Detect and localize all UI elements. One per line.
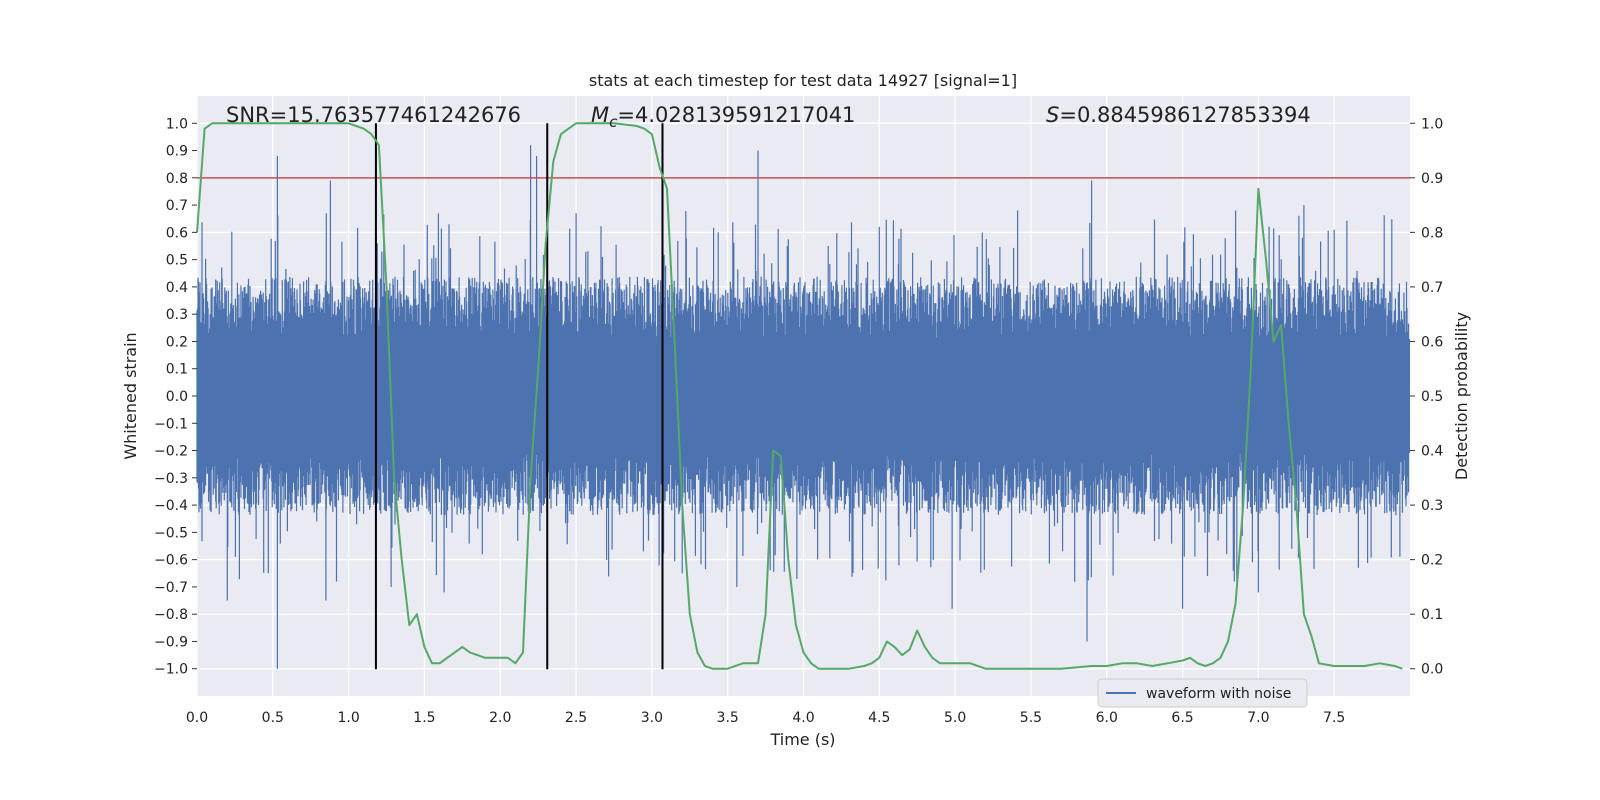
x-tick-label: 7.0	[1247, 710, 1269, 726]
y-right-tick-label: 0.6	[1421, 334, 1443, 350]
x-tick-label: 2.5	[565, 710, 587, 726]
y-axis-label-right: Detection probability	[1452, 312, 1471, 480]
y-left-tick-label: −0.7	[154, 580, 188, 596]
chirp-mass-subscript: c	[609, 113, 618, 131]
x-tick-label: 6.5	[1171, 710, 1193, 726]
y-left-tick-label: 0.0	[166, 389, 188, 405]
x-tick-label: 4.5	[868, 710, 890, 726]
y-left-tick-label: 0.7	[166, 198, 188, 214]
x-tick-label: 1.0	[337, 710, 359, 726]
score-annotation: S=0.8845986127853394	[1046, 103, 1311, 127]
y-left-tick-label: −0.6	[154, 553, 188, 569]
score-symbol: S	[1046, 103, 1059, 127]
x-tick-label: 7.5	[1323, 710, 1345, 726]
y-axis-label-left: Whitened strain	[121, 332, 140, 459]
x-tick-label: 0.0	[186, 710, 208, 726]
x-tick-label: 4.0	[792, 710, 814, 726]
y-left-tick-label: −0.9	[154, 634, 188, 650]
y-left-tick-label: −0.1	[154, 416, 188, 432]
x-axis-label: Time (s)	[769, 730, 835, 749]
y-left-tick-label: 0.4	[166, 280, 188, 296]
x-tick-label: 5.5	[1020, 710, 1042, 726]
y-left-tick-label: 0.6	[166, 225, 188, 241]
y-right-tick-label: 0.1	[1421, 607, 1443, 623]
y-left-tick-label: 0.5	[166, 253, 188, 269]
y-left-tick-label: 0.1	[166, 362, 188, 378]
x-tick-label: 3.0	[641, 710, 663, 726]
y-left-tick-label: −0.3	[154, 471, 188, 487]
y-left-tick-label: 0.9	[166, 144, 188, 160]
y-left-tick-label: 0.3	[166, 307, 188, 323]
y-left-tick-label: −0.2	[154, 444, 188, 460]
x-tick-label: 6.0	[1096, 710, 1118, 726]
y-left-tick-label: 0.2	[166, 334, 188, 350]
y-right-tick-label: 0.4	[1421, 444, 1443, 460]
legend-box	[1097, 678, 1308, 708]
y-left-tick-label: 1.0	[166, 116, 188, 132]
x-tick-label: 3.5	[717, 710, 739, 726]
y-left-tick-label: −1.0	[154, 662, 188, 678]
legend-label: waveform with noise	[1146, 686, 1291, 702]
y-right-tick-label: 0.9	[1421, 171, 1443, 187]
y-left-tick-label: −0.5	[154, 525, 188, 541]
y-right-tick-label: 0.7	[1421, 280, 1443, 296]
event-markers	[374, 123, 664, 670]
snr-annotation: SNR=15.763577461242676	[226, 103, 521, 127]
legend: waveform with noise	[1097, 678, 1308, 708]
axis-ticks: 0.0 0.5 1.0 1.5 2.0 2.5 3.0 3.5 4.0 4.5 5.0 5.5 6.0 6…	[154, 116, 1443, 726]
x-tick-label: 2.0	[489, 710, 511, 726]
chirp-mass-annotation: Mc=4.028139591217041	[591, 103, 855, 131]
y-right-tick-label: 0.3	[1421, 498, 1443, 514]
y-left-tick-label: −0.8	[154, 607, 188, 623]
y-right-tick-label: 0.8	[1421, 225, 1443, 241]
y-left-tick-label: −0.4	[154, 498, 188, 514]
x-tick-label: 1.5	[413, 710, 435, 726]
y-left-tick-label: 0.8	[166, 171, 188, 187]
chart-title: stats at each timestep for test data 149…	[589, 71, 1017, 90]
score-value: =0.8845986127853394	[1059, 103, 1310, 127]
chirp-mass-symbol: M	[591, 103, 609, 127]
y-right-tick-label: 1.0	[1421, 116, 1443, 132]
y-right-tick-label: 0.2	[1421, 553, 1443, 569]
chirp-mass-value: =4.028139591217041	[617, 103, 855, 127]
x-tick-label: 0.5	[262, 710, 284, 726]
x-tick-label: 5.0	[944, 710, 966, 726]
y-right-tick-label: 0.0	[1421, 662, 1443, 678]
detection-probability-line	[196, 122, 1403, 670]
y-right-tick-label: 0.5	[1421, 389, 1443, 405]
